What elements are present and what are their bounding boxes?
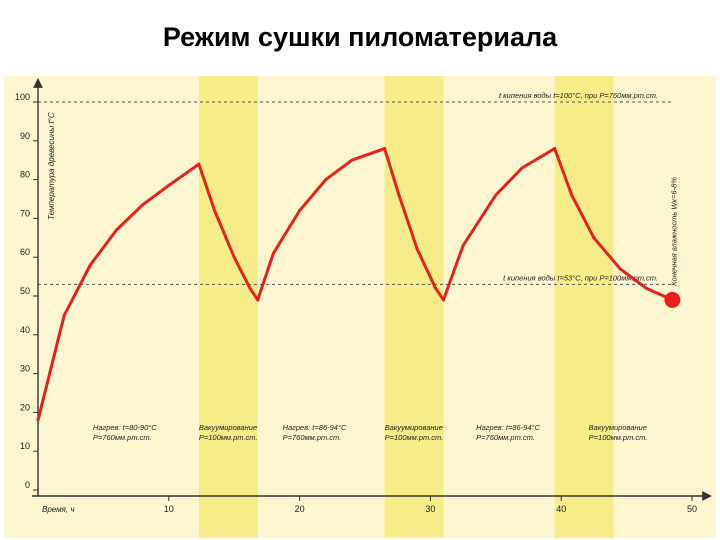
phase-annotation-line: P=100мм.рт.ст. <box>385 433 444 442</box>
y-tick-label: 70 <box>20 208 30 218</box>
temperature-curve: Конечная влажность Wк=6-8% <box>36 147 681 422</box>
data-point <box>553 147 557 151</box>
data-point <box>520 166 524 170</box>
phase-annotation-line: P=760мм.рт.ст. <box>93 433 152 442</box>
data-point <box>232 255 236 259</box>
x-tick-label: 30 <box>425 504 435 514</box>
x-axis-label: Время, ч <box>42 505 75 514</box>
phase-annotation-line: Нагрев: t=86-94°С <box>283 423 347 432</box>
data-point <box>141 203 145 207</box>
y-tick-label: 90 <box>20 131 30 141</box>
annotations: Нагрев: t=80-90°СP=760мм.рт.ст.Вакуумиро… <box>93 423 647 442</box>
reference-line-label: t кипения воды t=53°С, при P=100мм.рт.ст… <box>503 273 658 282</box>
data-point <box>324 178 328 182</box>
x-tick-label: 50 <box>687 504 697 514</box>
y-tick-label: 10 <box>20 441 30 451</box>
data-point <box>383 147 387 151</box>
data-point <box>248 286 252 290</box>
data-point <box>213 209 217 213</box>
endpoint-label: Конечная влажность Wк=6-8% <box>669 177 678 286</box>
endpoint-marker <box>664 291 681 308</box>
data-point <box>256 298 260 302</box>
vacuum-band <box>198 76 258 538</box>
data-point <box>415 247 419 251</box>
ticks: 0 10 20 30 40 50 60 70 80 90 100 10 20 30 40 50 <box>15 92 697 514</box>
reference-line-label: t кипения воды t=100°С, при P=760мм.рт.с… <box>499 91 658 100</box>
data-point <box>461 244 465 248</box>
drying-mode-chart: t кипения воды t=100°С, при P=760мм.рт.с… <box>4 76 716 538</box>
phase-annotation-line: P=100мм.рт.ст. <box>199 433 258 442</box>
y-tick-label: 40 <box>20 325 30 335</box>
phase-annotation: Нагрев: t=86-94°СP=760мм.рт.ст. <box>476 423 540 442</box>
phase-annotation-line: P=100мм.рт.ст. <box>589 433 648 442</box>
data-point <box>88 263 92 267</box>
data-point <box>618 267 622 271</box>
y-tick-label: 0 <box>25 480 30 490</box>
data-point <box>397 193 401 197</box>
data-point <box>167 183 171 187</box>
y-tick-label: 100 <box>15 92 30 102</box>
y-axis-label: Температура древесины t°С <box>47 112 56 220</box>
phase-annotation-line: Вакуумирование <box>199 423 257 432</box>
y-tick-label: 80 <box>20 170 30 180</box>
vacuum-bands <box>198 76 614 538</box>
data-point <box>62 313 66 317</box>
axes: Температура древесины t°С Время, ч <box>32 78 712 514</box>
data-point <box>36 418 40 422</box>
y-tick-label: 30 <box>20 364 30 374</box>
reference-lines: t кипения воды t=100°С, при P=760мм.рт.с… <box>38 91 672 285</box>
vacuum-band <box>554 76 614 538</box>
phase-annotation-line: Нагрев: t=86-94°С <box>476 423 540 432</box>
phase-annotation-line: P=760мм.рт.ст. <box>283 433 342 442</box>
phase-annotation-line: Вакуумирование <box>589 423 647 432</box>
data-point <box>441 298 445 302</box>
data-point <box>197 162 201 166</box>
y-tick-label: 50 <box>20 286 30 296</box>
data-point <box>494 193 498 197</box>
data-point <box>298 209 302 213</box>
phase-annotation-line: Вакуумирование <box>385 423 443 432</box>
phase-annotation-line: Нагрев: t=80-90°С <box>93 423 157 432</box>
slide-title: Режим сушки пиломатериала <box>162 22 558 52</box>
phase-annotation-line: P=760мм.рт.ст. <box>476 433 535 442</box>
vacuum-band <box>384 76 444 538</box>
y-tick-label: 20 <box>20 402 30 412</box>
data-point <box>114 228 118 232</box>
data-point <box>592 236 596 240</box>
data-point <box>644 286 648 290</box>
data-point <box>271 251 275 255</box>
x-tick-label: 40 <box>556 504 566 514</box>
phase-annotation: Нагрев: t=86-94°СP=760мм.рт.ст. <box>283 423 347 442</box>
data-point <box>570 193 574 197</box>
data-point <box>434 286 438 290</box>
y-tick-label: 60 <box>20 247 30 257</box>
x-tick-label: 20 <box>295 504 305 514</box>
data-point <box>350 158 354 162</box>
x-tick-label: 10 <box>164 504 174 514</box>
phase-annotation: Нагрев: t=80-90°СP=760мм.рт.ст. <box>93 423 157 442</box>
